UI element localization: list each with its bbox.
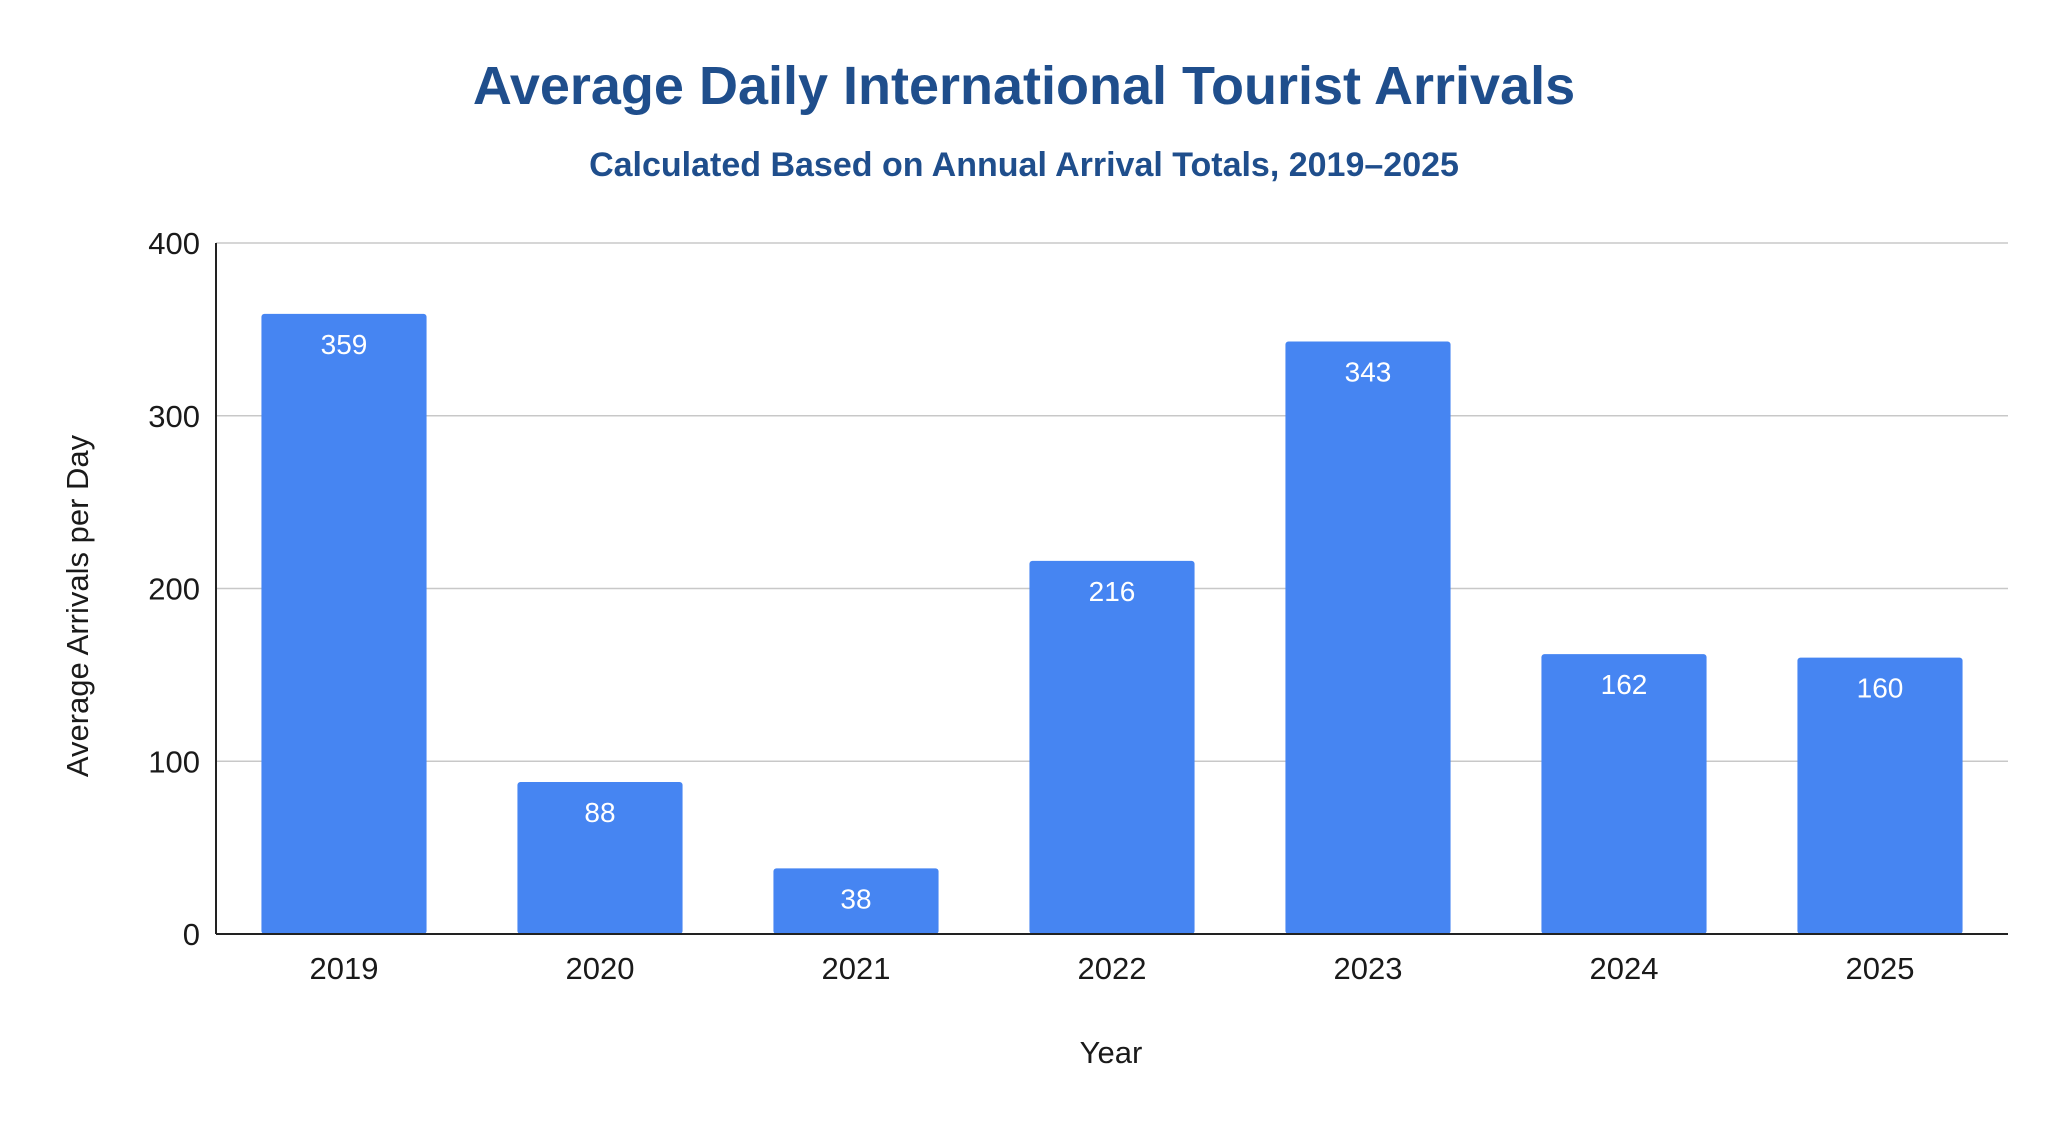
bar-2020 [517,781,683,934]
y-tick-label-100: 100 [148,744,200,779]
bars [261,313,1963,934]
y-tick-label-200: 200 [148,572,200,607]
y-tick-label-300: 300 [148,399,200,434]
data-label-2021: 38 [840,883,871,914]
x-tick-label-2024: 2024 [1590,951,1659,986]
bar-2025 [1797,657,1963,934]
data-label-2025: 160 [1857,673,1904,704]
x-tick-label-2023: 2023 [1334,951,1403,986]
x-tick-label-2022: 2022 [1078,951,1147,986]
data-label-2024: 162 [1601,669,1648,700]
y-tick-label-400: 400 [148,226,200,261]
bar-2023 [1285,341,1451,934]
x-tick-label-2025: 2025 [1846,951,1915,986]
axes [215,243,2008,935]
x-tick-label-2021: 2021 [822,951,891,986]
data-label-2023: 343 [1345,356,1392,387]
bar-2022 [1029,560,1195,934]
chart-title: Average Daily International Tourist Arri… [473,56,1575,116]
bar-2024 [1541,654,1707,934]
bar-2019 [261,313,427,934]
y-tick-label-0: 0 [183,917,200,952]
bar-2021 [773,868,939,934]
data-label-2019: 359 [321,329,368,360]
tick-labels: 0 100 200 300 400 2019 2020 2021 2022 2023 2024 202… [148,226,1914,986]
x-tick-label-2019: 2019 [310,951,379,986]
data-label-2022: 216 [1089,576,1136,607]
x-axis-title: Year [1080,1035,1143,1070]
chart-subtitle: Calculated Based on Annual Arrival Total… [589,146,1459,184]
y-axis-title: Average Arrivals per Day [60,434,95,777]
x-tick-label-2020: 2020 [566,951,635,986]
data-label-2020: 88 [584,797,615,828]
data-labels: 359 88 38 216 343 162 160 [321,329,1904,915]
